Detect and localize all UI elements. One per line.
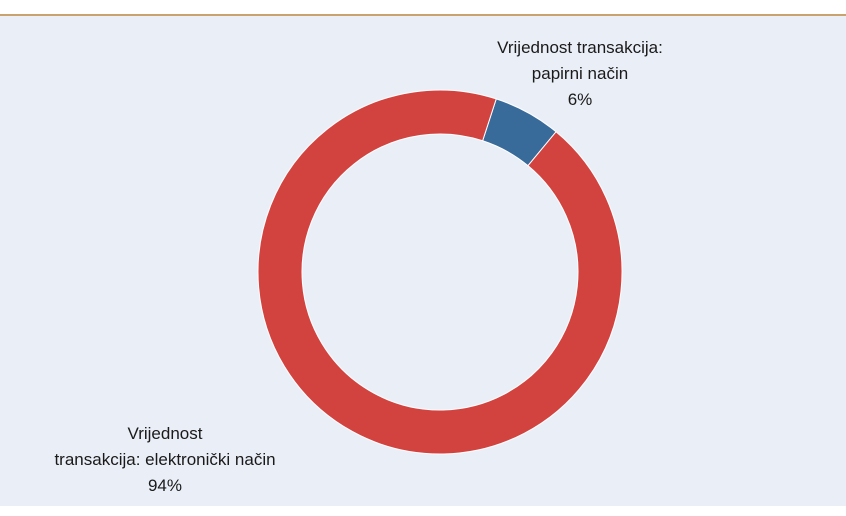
data-label: Vrijednost transakcija: papirni način 6% — [497, 35, 663, 113]
segment-name: Vrijednost transakcija: papirni način — [497, 38, 663, 83]
segment-value: 94% — [147, 476, 183, 495]
segment-value: 6% — [567, 90, 593, 109]
donut-segment — [257, 89, 623, 455]
segment-name: Vrijednost transakcija: elektronički nač… — [54, 424, 276, 469]
data-label: Vrijednost transakcija: elektronički nač… — [54, 421, 275, 499]
